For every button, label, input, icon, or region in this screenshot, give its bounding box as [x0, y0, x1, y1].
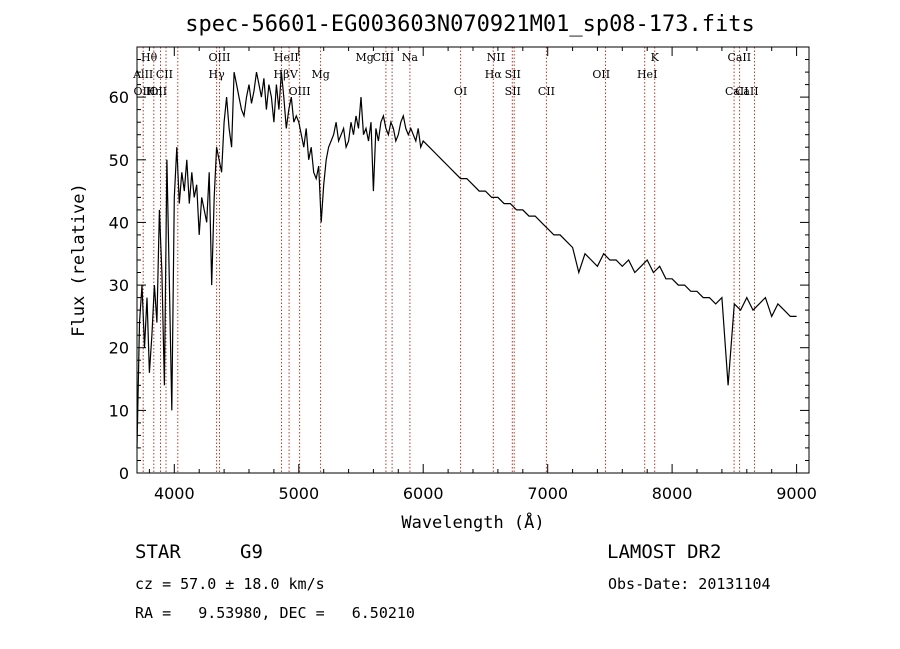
- spectral-line-label: CaII: [725, 85, 749, 98]
- x-tick-label: 5000: [278, 484, 319, 503]
- spectral-line-label: CIII: [373, 51, 394, 64]
- spectral-line-label: Hα: [485, 68, 503, 81]
- object-class: STAR: [135, 541, 181, 563]
- x-tick-label: 4000: [154, 484, 195, 503]
- x-tick-label: 9000: [776, 484, 817, 503]
- spectral-line-label: Hθ: [141, 51, 158, 64]
- coordinates: RA = 9.53980, DEC = 6.50210: [135, 604, 415, 622]
- spectral-line-label: CII: [538, 85, 555, 98]
- spectral-line-label: NII: [487, 51, 505, 64]
- spectral-line-label: K: [651, 51, 660, 64]
- y-tick-label: 40: [109, 213, 129, 232]
- y-tick-label: 10: [109, 401, 129, 420]
- y-tick-label: 20: [109, 339, 129, 358]
- x-axis-label: Wavelength (Å): [401, 511, 544, 533]
- spectral-line-label: HeII: [274, 51, 299, 64]
- y-tick-label: 50: [109, 151, 129, 170]
- y-axis-label: Flux (relative): [69, 183, 89, 337]
- y-tick-label: 60: [109, 88, 129, 107]
- spectral-line-label: OIII: [208, 51, 230, 64]
- spectral-line-label: CaII: [735, 85, 759, 98]
- spectrum-series-line: [136, 71, 797, 448]
- spectral-line-label: HeI: [637, 68, 657, 81]
- x-axis-ticks: 4000 5000 6000 7000 8000 9000: [148, 47, 817, 503]
- chart-title: spec-56601-EG003603N070921M01_sp08-173.f…: [185, 12, 755, 37]
- spectral-line-label: OIII: [133, 85, 155, 98]
- spectral-line-label: OII: [149, 85, 167, 98]
- spectral-line-label: V: [289, 68, 299, 81]
- spectral-line-label: OII: [592, 68, 610, 81]
- spectral-line-label: Na: [402, 51, 419, 64]
- spectral-line-label: OI: [454, 85, 467, 98]
- y-tick-label: 30: [109, 276, 129, 295]
- y-tick-label: 0: [119, 464, 129, 483]
- object-subclass: G9: [240, 541, 263, 563]
- x-tick-label: 8000: [652, 484, 693, 503]
- plot-frame: [136, 46, 810, 474]
- observation-date: Obs-Date: 20131104: [608, 575, 771, 593]
- spectral-line-label: CII: [156, 68, 173, 81]
- redshift-value: cz = 57.0 ± 18.0 km/s: [135, 575, 325, 593]
- spectral-line-label: OIII: [289, 85, 311, 98]
- spectral-line-label: Mg: [356, 51, 374, 64]
- spectral-line-label: SII: [505, 85, 521, 98]
- spectral-line-label: Hγ: [209, 68, 226, 81]
- spectral-line-label: CaII: [727, 51, 751, 64]
- spectral-line-label: Mg: [311, 68, 329, 81]
- spectral-line-markers: [142, 47, 755, 473]
- survey-name: LAMOST DR2: [607, 541, 722, 563]
- x-tick-label: 7000: [527, 484, 568, 503]
- spectral-line-label: Hη: [146, 85, 162, 98]
- y-axis-ticks: 0 10 20 30 40 50 60: [109, 59, 809, 483]
- x-tick-label: 6000: [403, 484, 444, 503]
- spectral-line-label: AlII: [132, 68, 153, 81]
- spectral-line-label: SII: [505, 68, 521, 81]
